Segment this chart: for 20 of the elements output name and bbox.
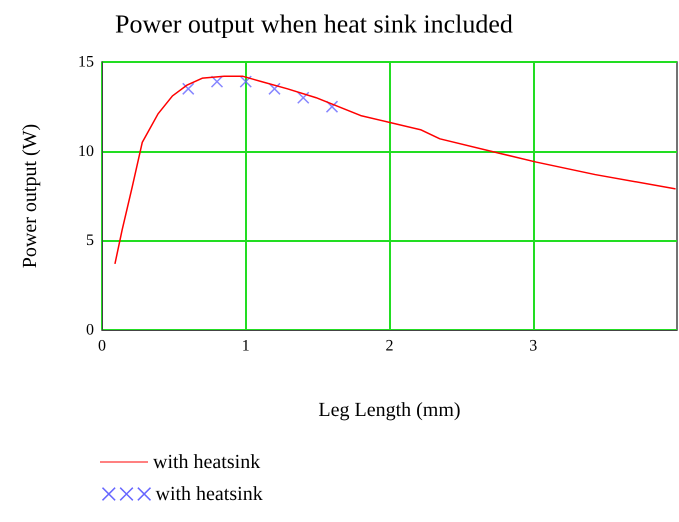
point (240, 75, 252, 88)
x-axis-title: Leg Length (mm) (318, 399, 461, 421)
x-tick-label: 2 (386, 338, 394, 354)
x-tick-label: 1 (242, 338, 250, 354)
y-tick-label: 5 (86, 232, 94, 250)
point (182, 82, 194, 96)
point (210, 75, 224, 88)
legend-label: with heatsink (153, 451, 260, 473)
point (268, 82, 281, 96)
y-tick-label: 15 (78, 54, 94, 70)
chart-title: Power output when heat sink included (115, 10, 513, 38)
y-tick-label: 10 (78, 142, 94, 160)
x-tick-label: 3 (529, 338, 538, 354)
point (297, 91, 310, 104)
y-axis-title: Power output (W) (19, 124, 41, 268)
point (326, 100, 338, 113)
line-series (114, 76, 676, 265)
x-tick-label: 0 (98, 338, 106, 354)
legend-label: with heatsink (156, 483, 263, 505)
y-tick-label: 0 (86, 322, 94, 338)
